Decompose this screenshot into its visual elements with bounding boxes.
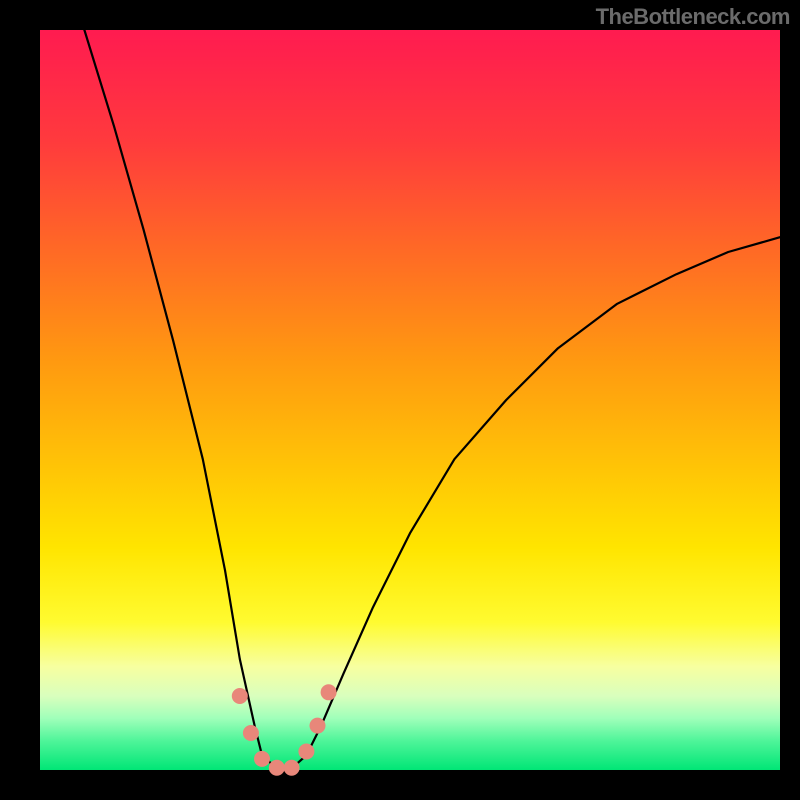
data-marker bbox=[310, 718, 326, 734]
data-marker bbox=[254, 751, 270, 767]
plot-background bbox=[40, 30, 780, 770]
data-marker bbox=[243, 725, 259, 741]
data-marker bbox=[284, 760, 300, 776]
data-marker bbox=[298, 744, 314, 760]
watermark-label: TheBottleneck.com bbox=[596, 4, 790, 30]
data-marker bbox=[232, 688, 248, 704]
bottleneck-curve-chart bbox=[0, 0, 800, 800]
data-marker bbox=[269, 760, 285, 776]
data-marker bbox=[321, 684, 337, 700]
